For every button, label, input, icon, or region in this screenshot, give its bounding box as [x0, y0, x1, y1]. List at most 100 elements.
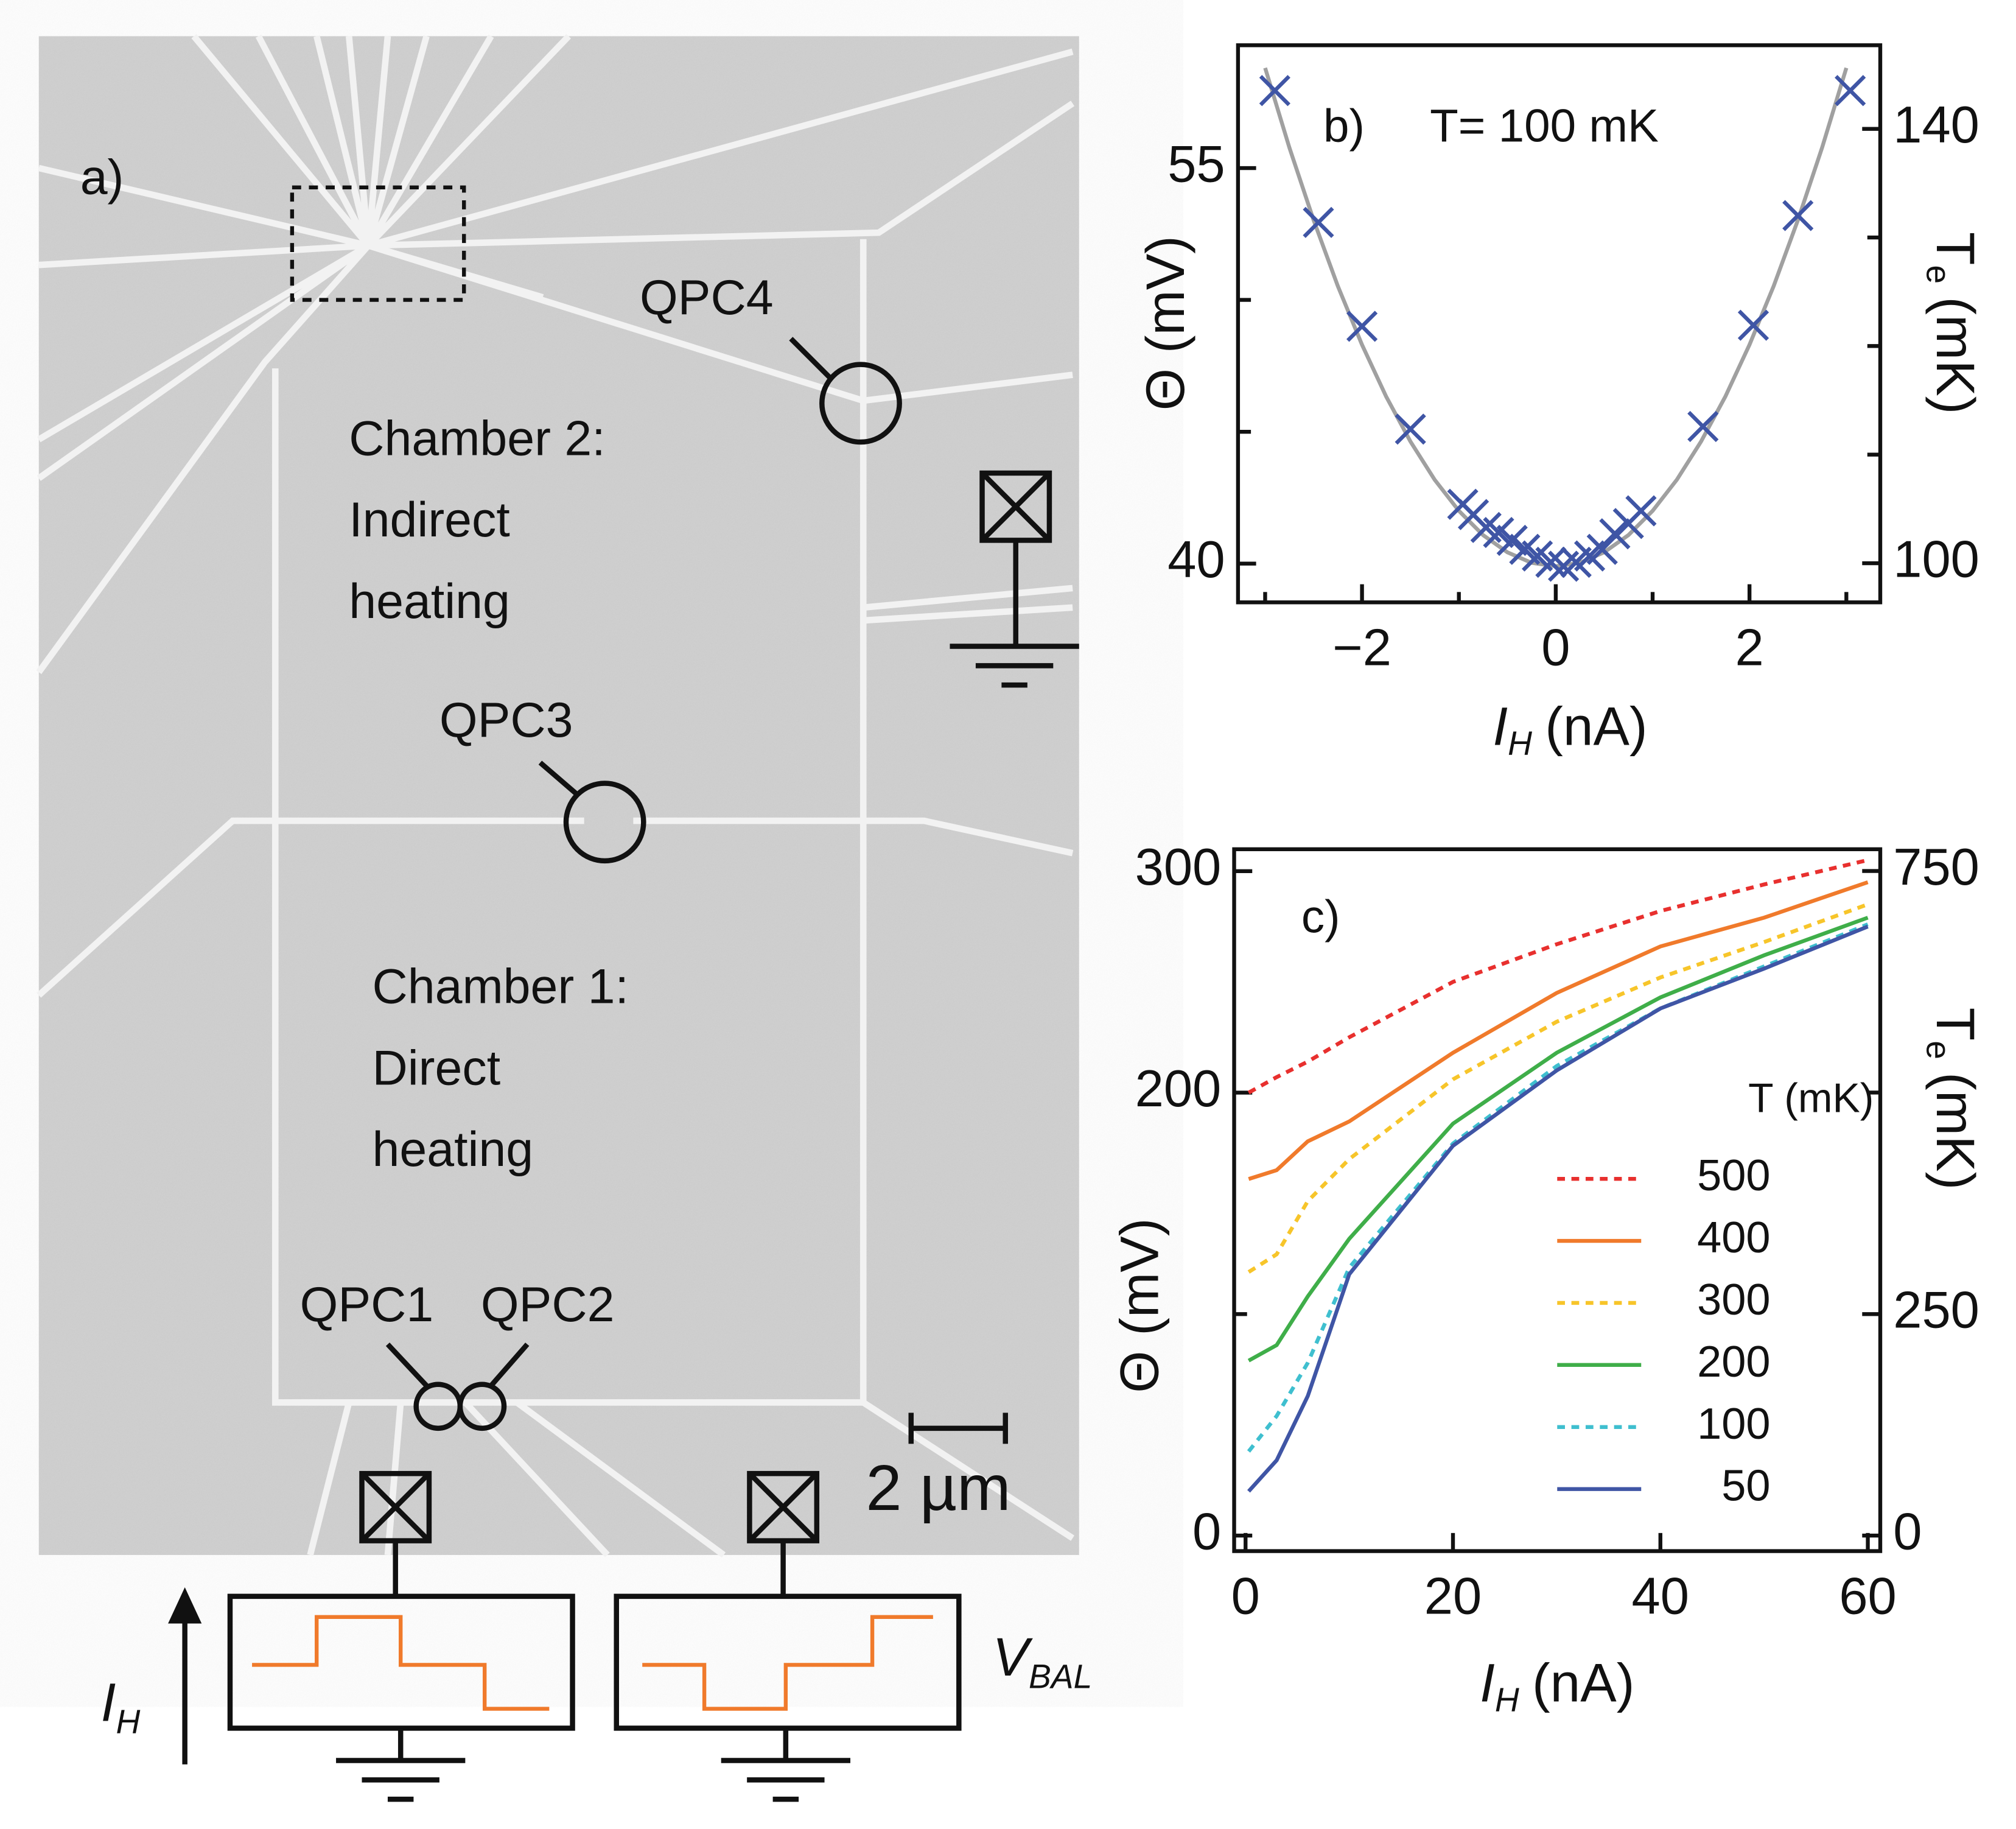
axis-label: Te (mK): [1920, 232, 1987, 415]
legend-label: 200: [1697, 1338, 1770, 1386]
qpc-label: QPC3: [439, 693, 573, 748]
axis-label-subscript: e: [1920, 265, 1958, 284]
symbol: V: [993, 1626, 1034, 1687]
axis-label-symbol: T: [1925, 232, 1986, 265]
scale-bar-label: 2 µm: [866, 1452, 1010, 1524]
legend-label: 300: [1697, 1276, 1770, 1324]
x-tick-label: 20: [1424, 1567, 1482, 1625]
axis-label: Te (mK): [1920, 1008, 1987, 1190]
current-label: IH: [101, 1671, 141, 1741]
chamber-label: Chamber 1:: [372, 960, 628, 1014]
qpc-label: QPC4: [640, 270, 774, 325]
cross-marker: [1625, 495, 1657, 527]
y-tick-label: 0: [1192, 1503, 1221, 1560]
x-tick-label: 2: [1735, 618, 1764, 676]
chamber-label: Chamber 2:: [349, 411, 605, 466]
x-tick-label: 0: [1231, 1567, 1260, 1625]
micrograph-part-part: [563, 781, 646, 864]
subscript: H: [116, 1703, 140, 1741]
axis-label-symbol: I: [1480, 1652, 1495, 1713]
legend-label: 400: [1697, 1213, 1770, 1262]
y2-tick-label: 750: [1893, 838, 1979, 896]
qpc-label: QPC1: [300, 1277, 434, 1332]
circuit-part-part: [950, 471, 1079, 688]
axis-label-symbol: I: [1493, 695, 1508, 756]
y-tick-label: 300: [1135, 838, 1222, 896]
circuit-part: [182, 470, 1079, 1802]
data-line: [1247, 922, 1869, 1453]
chamber-label: Direct: [372, 1041, 500, 1095]
legend-label: 500: [1697, 1151, 1770, 1200]
x-tick-label: 40: [1632, 1567, 1689, 1625]
axis-label-unit: (nA): [1545, 695, 1647, 756]
micrograph-part-part: [307, 1399, 1075, 1558]
circuit-part: [252, 1615, 550, 1711]
cross-marker: [1835, 75, 1866, 107]
x-tick-label: 0: [1541, 618, 1570, 676]
micrograph-part-part: [908, 1413, 1008, 1444]
axis-label-symbol: T: [1925, 1008, 1986, 1041]
cross-marker: [1395, 413, 1426, 445]
axis-label-subscript: e: [1920, 1041, 1958, 1059]
micrograph-part-part: [36, 242, 371, 675]
micrograph-part: [385, 337, 1008, 1444]
circuit-part-part: [747, 1472, 819, 1596]
annotation: T= 100 mK: [1430, 100, 1659, 152]
y-tick-label: 200: [1135, 1059, 1222, 1117]
x-tick-label: 60: [1839, 1567, 1896, 1625]
axis-label-unit: (mK): [1925, 1072, 1986, 1190]
legend-label: 100: [1697, 1400, 1770, 1448]
y2-tick-label: 250: [1893, 1281, 1979, 1339]
data-line: [1247, 902, 1869, 1274]
x-tick-label: −2: [1332, 618, 1391, 676]
cross-marker: [1586, 533, 1618, 565]
annotation: c): [1301, 891, 1340, 943]
chamber-label: heating: [372, 1122, 533, 1177]
axis-label-unit: (mK): [1925, 297, 1986, 414]
micrograph-part-part: [538, 760, 579, 797]
micrograph: [36, 33, 1079, 1558]
data-line: [1247, 858, 1869, 1095]
circuit-part-part: [360, 1472, 431, 1596]
annotation: b): [1323, 100, 1365, 152]
voltage-label: VBAL: [993, 1626, 1093, 1696]
y-tick-label: 55: [1167, 135, 1225, 193]
axis-label-subscript: H: [1508, 725, 1532, 762]
axis-label: IH (nA): [1480, 1652, 1634, 1719]
cross-marker: [1737, 309, 1769, 341]
data-line: [1247, 916, 1869, 1363]
cross-marker: [1687, 410, 1719, 443]
y-axis-label: Θ (mV): [1135, 236, 1195, 410]
micrograph-part-part: [863, 585, 1073, 624]
qpc-label: QPC2: [481, 1277, 615, 1332]
y2-tick-label: 100: [1893, 530, 1979, 588]
data-line: [1248, 880, 1869, 1181]
subscript: BAL: [1029, 1657, 1092, 1695]
circuit-part-part: [336, 1728, 466, 1802]
axis-label-unit: (nA): [1532, 1652, 1634, 1713]
micrograph-part-part: [789, 337, 832, 379]
micrograph-part: [290, 185, 466, 302]
micrograph-part-part: [457, 1381, 507, 1431]
cross-marker: [1259, 75, 1290, 107]
circuit: [168, 470, 1079, 1802]
y2-tick-label: 0: [1893, 1503, 1922, 1560]
circuit-part: [642, 1615, 933, 1711]
y-axis-label: Θ (mV): [1108, 1218, 1169, 1393]
diagram-labels: a) QPC4 QPC3 QPC1 QPC2 Chamber 2: Indire…: [80, 150, 1093, 1741]
micrograph-part-part: [38, 33, 1075, 269]
micrograph-part-part: [37, 817, 1074, 998]
plot-frame: [1236, 43, 1883, 605]
y-tick-label: 40: [1167, 530, 1225, 588]
micrograph-part-part: [819, 362, 902, 445]
y2-tick-label: 140: [1893, 96, 1979, 153]
axis-label: IH (nA): [1493, 695, 1647, 762]
panel-label: a): [80, 150, 124, 205]
micrograph-part: [38, 36, 1079, 1555]
circuit-part: [168, 1587, 202, 1624]
axis-label-subscript: H: [1495, 1681, 1519, 1719]
micrograph-part-part: [385, 1342, 530, 1388]
symbol: I: [101, 1671, 116, 1732]
